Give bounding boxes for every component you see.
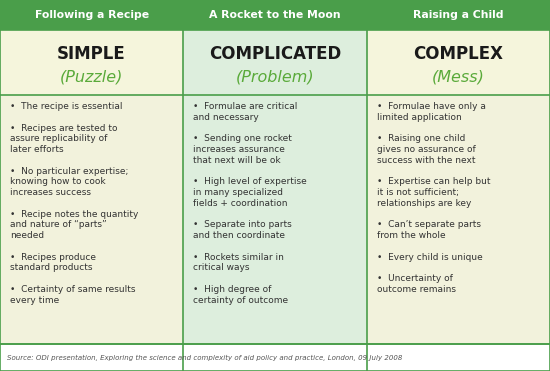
Text: COMPLICATED: COMPLICATED <box>209 45 341 63</box>
Text: Source: ODI presentation, Exploring the science and complexity of aid policy and: Source: ODI presentation, Exploring the … <box>7 355 402 361</box>
Text: SIMPLE: SIMPLE <box>57 45 126 63</box>
Bar <box>0 30 183 95</box>
Bar <box>367 30 550 95</box>
Bar <box>183 0 367 30</box>
Bar <box>0 95 183 344</box>
Text: (Problem): (Problem) <box>236 70 314 85</box>
Text: Raising a Child: Raising a Child <box>413 10 504 20</box>
Bar <box>367 95 550 344</box>
Text: COMPLEX: COMPLEX <box>414 45 503 63</box>
Text: Following a Recipe: Following a Recipe <box>35 10 148 20</box>
Bar <box>183 30 367 95</box>
Bar <box>183 95 367 344</box>
Text: •  Formulae have only a
limited application

•  Raising one child
gives no assur: • Formulae have only a limited applicati… <box>377 102 490 294</box>
Bar <box>367 0 550 30</box>
Bar <box>0 344 550 371</box>
Text: (Mess): (Mess) <box>432 70 485 85</box>
Text: •  The recipe is essential

•  Recipes are tested to
assure replicability of
lat: • The recipe is essential • Recipes are … <box>10 102 138 305</box>
Bar <box>0 0 183 30</box>
Text: A Rocket to the Moon: A Rocket to the Moon <box>209 10 341 20</box>
Text: (Puzzle): (Puzzle) <box>60 70 123 85</box>
Text: •  Formulae are critical
and necessary

•  Sending one rocket
increases assuranc: • Formulae are critical and necessary • … <box>193 102 307 305</box>
